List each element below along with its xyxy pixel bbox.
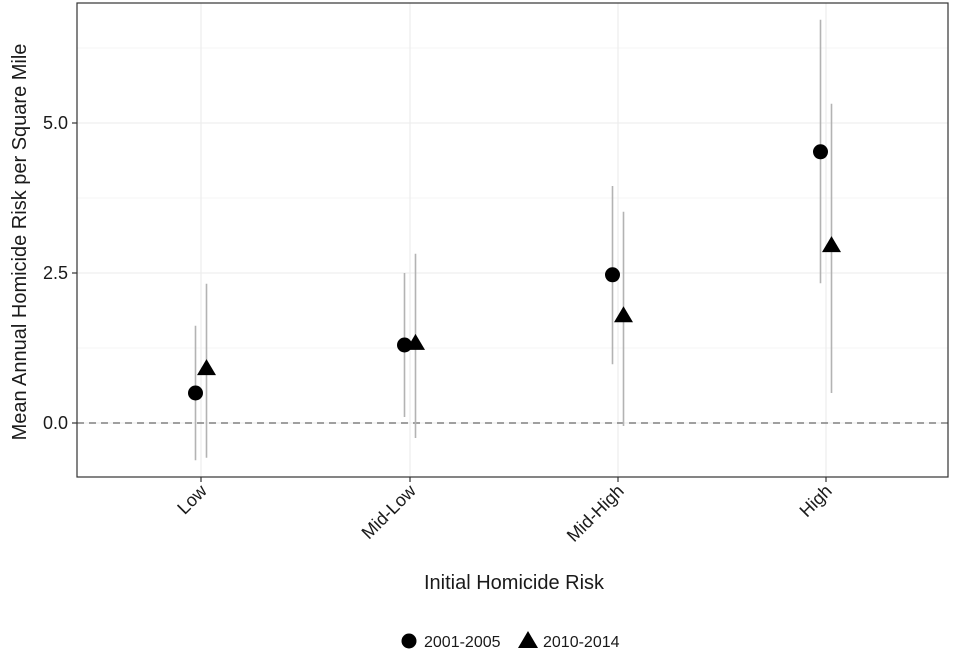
data-point-triangle — [406, 333, 425, 350]
x-tick-label: Mid-High — [563, 481, 628, 546]
x-axis: Low Mid-Low Mid-High High — [173, 477, 836, 546]
y-tick-label: 2.5 — [43, 263, 68, 283]
x-axis-title: Initial Homicide Risk — [424, 572, 605, 594]
data-point-circle — [605, 267, 620, 283]
legend-label: 2010-2014 — [543, 634, 620, 651]
x-tick-label: Mid-Low — [358, 480, 421, 543]
error-bars-layer — [194, 19, 833, 461]
data-point-circle — [813, 144, 828, 160]
y-axis: 0.0 2.5 5.0 — [43, 113, 77, 433]
x-tick-label: Low — [173, 480, 211, 518]
x-tick-label: High — [796, 481, 836, 521]
legend-key-circle — [401, 633, 417, 649]
y-tick-label: 0.0 — [43, 413, 68, 433]
y-axis-title: Mean Annual Homicide Risk per Square Mil… — [9, 44, 31, 441]
data-point-triangle — [614, 306, 633, 323]
data-point-triangle — [197, 359, 216, 376]
y-tick-label: 5.0 — [43, 113, 68, 133]
grid-layer — [77, 3, 948, 477]
legend: 2001-2005 2010-2014 — [401, 631, 620, 651]
panel-border — [76, 2, 949, 478]
points-layer — [188, 144, 841, 401]
legend-label: 2001-2005 — [424, 634, 501, 651]
legend-key-triangle — [518, 631, 538, 648]
data-point-triangle — [822, 236, 841, 253]
data-point-circle — [188, 385, 203, 401]
